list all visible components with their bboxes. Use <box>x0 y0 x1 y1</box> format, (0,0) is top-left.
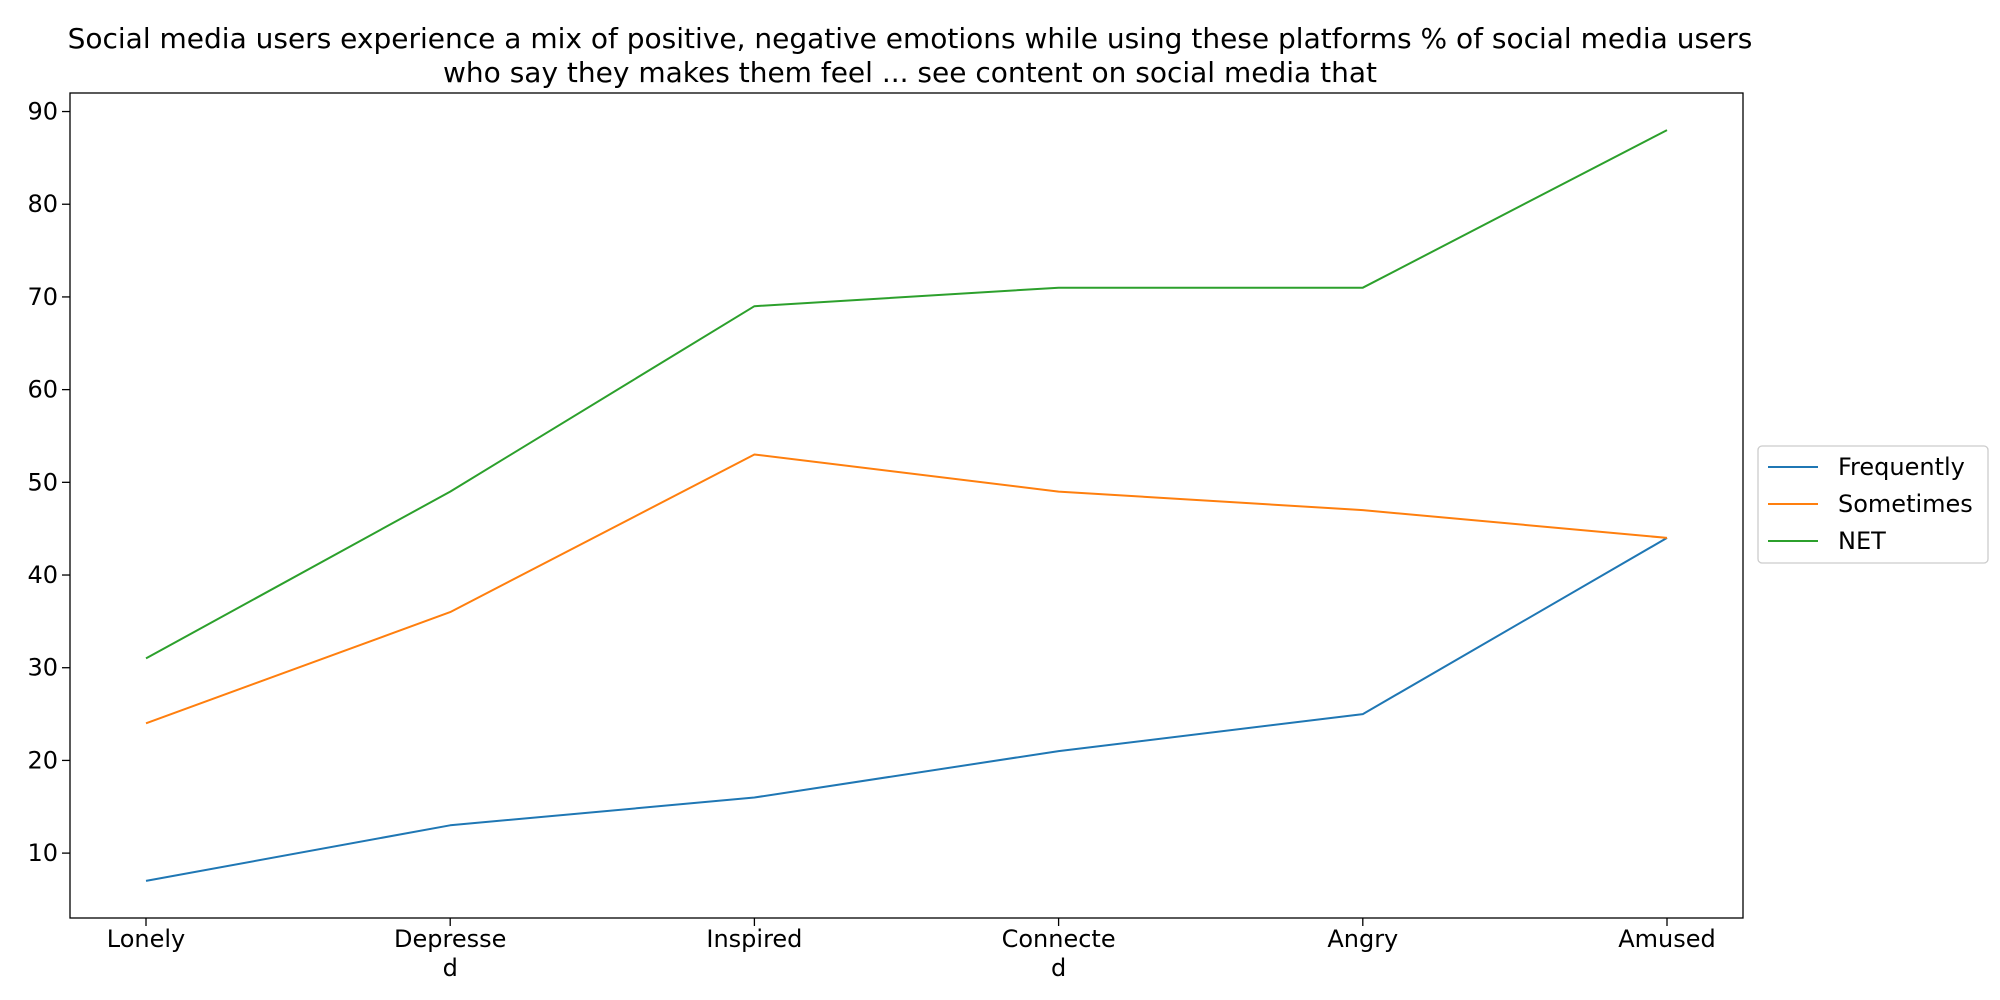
x-tick-label: Angry <box>1327 925 1398 953</box>
y-tick-label: 60 <box>27 376 58 404</box>
x-tick-label-line: Inspired <box>706 925 802 953</box>
legend-item-sometimes: Sometimes <box>1768 490 1973 518</box>
x-tick-label-line: d <box>1051 954 1066 982</box>
y-axis: 10 20 30 40 50 60 70 80 90 <box>27 98 70 867</box>
series-line-sometimes <box>145 453 1668 725</box>
x-tick-label-line: Angry <box>1327 925 1398 953</box>
y-tick-label: 50 <box>27 468 58 496</box>
legend-item-net: NET <box>1768 527 1886 555</box>
chart-title-line-1: Social media users experience a mix of p… <box>68 22 1753 55</box>
y-tick-label: 40 <box>27 561 58 589</box>
legend-item-frequently: Frequently <box>1768 453 1965 481</box>
y-tick-label: 90 <box>27 98 58 126</box>
legend-frame <box>1757 445 1989 564</box>
x-tick-label-line: Lonely <box>107 925 185 953</box>
legend-label: Frequently <box>1838 453 1965 481</box>
x-tick-label-line: Connecte <box>1002 925 1116 953</box>
y-tick-label: 30 <box>27 654 58 682</box>
x-tick-label-line: Depresse <box>394 925 506 953</box>
x-tick-label: Depresse d <box>394 925 506 982</box>
x-tick-label: Inspired <box>706 925 802 953</box>
x-tick-label-line: Amused <box>1618 925 1716 953</box>
y-tick-label: 10 <box>27 839 58 867</box>
y-tick-label: 70 <box>27 283 58 311</box>
plot-area-frame <box>69 92 1744 919</box>
series-layer <box>145 129 1668 882</box>
series-line-net <box>145 129 1668 660</box>
y-tick-label: 80 <box>27 190 58 218</box>
y-tick-label: 20 <box>27 746 58 774</box>
chart-title-line-2: who say they makes them feel ... see con… <box>443 56 1377 89</box>
chart-title: Social media users experience a mix of p… <box>68 22 1753 89</box>
x-tick-label: Lonely <box>107 925 185 953</box>
legend-label: Sometimes <box>1838 490 1973 518</box>
series-line-frequently <box>145 537 1668 882</box>
legend-label: NET <box>1838 527 1886 555</box>
x-tick-label: Connecte d <box>1002 925 1116 982</box>
x-tick-label-line: d <box>443 954 458 982</box>
x-tick-label: Amused <box>1618 925 1716 953</box>
legend: Frequently Sometimes NET <box>1757 445 1989 564</box>
